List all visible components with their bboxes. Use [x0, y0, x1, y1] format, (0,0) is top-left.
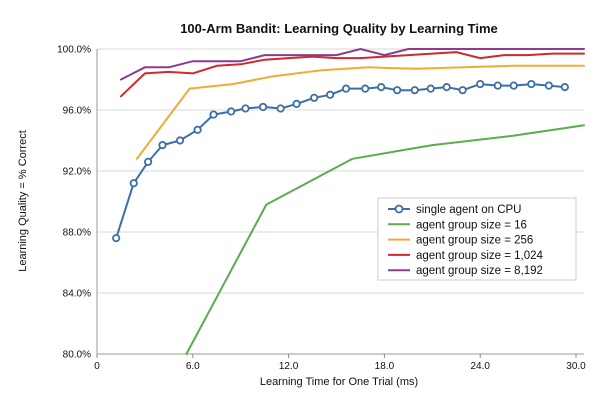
- series-line-4: [120, 48, 585, 81]
- data-point: [393, 86, 402, 95]
- series-line-2: [135, 64, 585, 160]
- data-point: [241, 104, 250, 113]
- series-layer: [112, 48, 585, 355]
- legend-label: agent group size = 8,192: [416, 265, 543, 277]
- data-point: [175, 136, 185, 145]
- y-tick-label: 88.0%: [63, 228, 91, 239]
- data-point: [493, 81, 502, 90]
- data-point: [209, 110, 218, 119]
- legend: single agent on CPU agent group size = 16…: [377, 197, 577, 281]
- x-tick-label: 30.0: [566, 361, 586, 372]
- data-point: [361, 84, 370, 93]
- y-tick-label: 96.0%: [63, 106, 91, 117]
- data-point: [341, 84, 351, 93]
- data-point: [276, 104, 285, 113]
- y-axis-label: Learning Quality = % Correct: [17, 130, 29, 272]
- y-tick-label: 92.0%: [63, 167, 91, 178]
- data-point: [509, 81, 518, 90]
- data-point: [544, 81, 553, 90]
- data-point: [292, 99, 301, 109]
- x-axis-label: Learning Time for One Trial (ms): [260, 376, 418, 388]
- data-point: [310, 93, 319, 102]
- data-point: [410, 86, 419, 95]
- data-point: [377, 83, 386, 92]
- data-point: [560, 83, 569, 92]
- data-point: [476, 79, 485, 89]
- legend-label: agent group size = 256: [416, 235, 533, 247]
- x-tick-label: 6.0: [186, 361, 200, 372]
- data-point: [112, 234, 121, 243]
- data-point: [227, 107, 236, 116]
- series-line-1: [185, 124, 585, 355]
- x-tick-label: 12.0: [279, 361, 299, 372]
- x-tick-label: 0: [94, 361, 100, 372]
- data-point: [326, 90, 335, 99]
- x-tick-label: 18.0: [375, 361, 395, 372]
- legend-label: agent group size = 1,024: [416, 250, 544, 262]
- data-point: [129, 179, 138, 188]
- data-point: [458, 86, 467, 95]
- chart-title: 100-Arm Bandit: Learning Quality by Lear…: [180, 21, 498, 36]
- data-point: [143, 157, 153, 166]
- data-point: [193, 125, 202, 134]
- x-tick-label: 24.0: [470, 361, 490, 372]
- legend-marker: [394, 204, 404, 214]
- data-point: [442, 83, 451, 92]
- series-line-0: [115, 83, 566, 240]
- legend-box: [377, 197, 577, 281]
- axes: 80.0% 84.0% 88.0% 92.0% 96.0% 100.0% 0 6.0 12.0 1…: [57, 45, 586, 373]
- series-line-3: [120, 51, 585, 98]
- data-point: [426, 84, 435, 93]
- legend-label: agent group size = 16: [416, 219, 527, 231]
- legend-label: single agent on CPU: [416, 204, 521, 216]
- data-point: [158, 140, 167, 150]
- data-point: [258, 102, 268, 112]
- y-tick-label: 80.0%: [63, 350, 91, 361]
- data-point: [527, 79, 536, 89]
- y-tick-label: 84.0%: [63, 289, 91, 300]
- y-tick-label: 100.0%: [57, 45, 91, 56]
